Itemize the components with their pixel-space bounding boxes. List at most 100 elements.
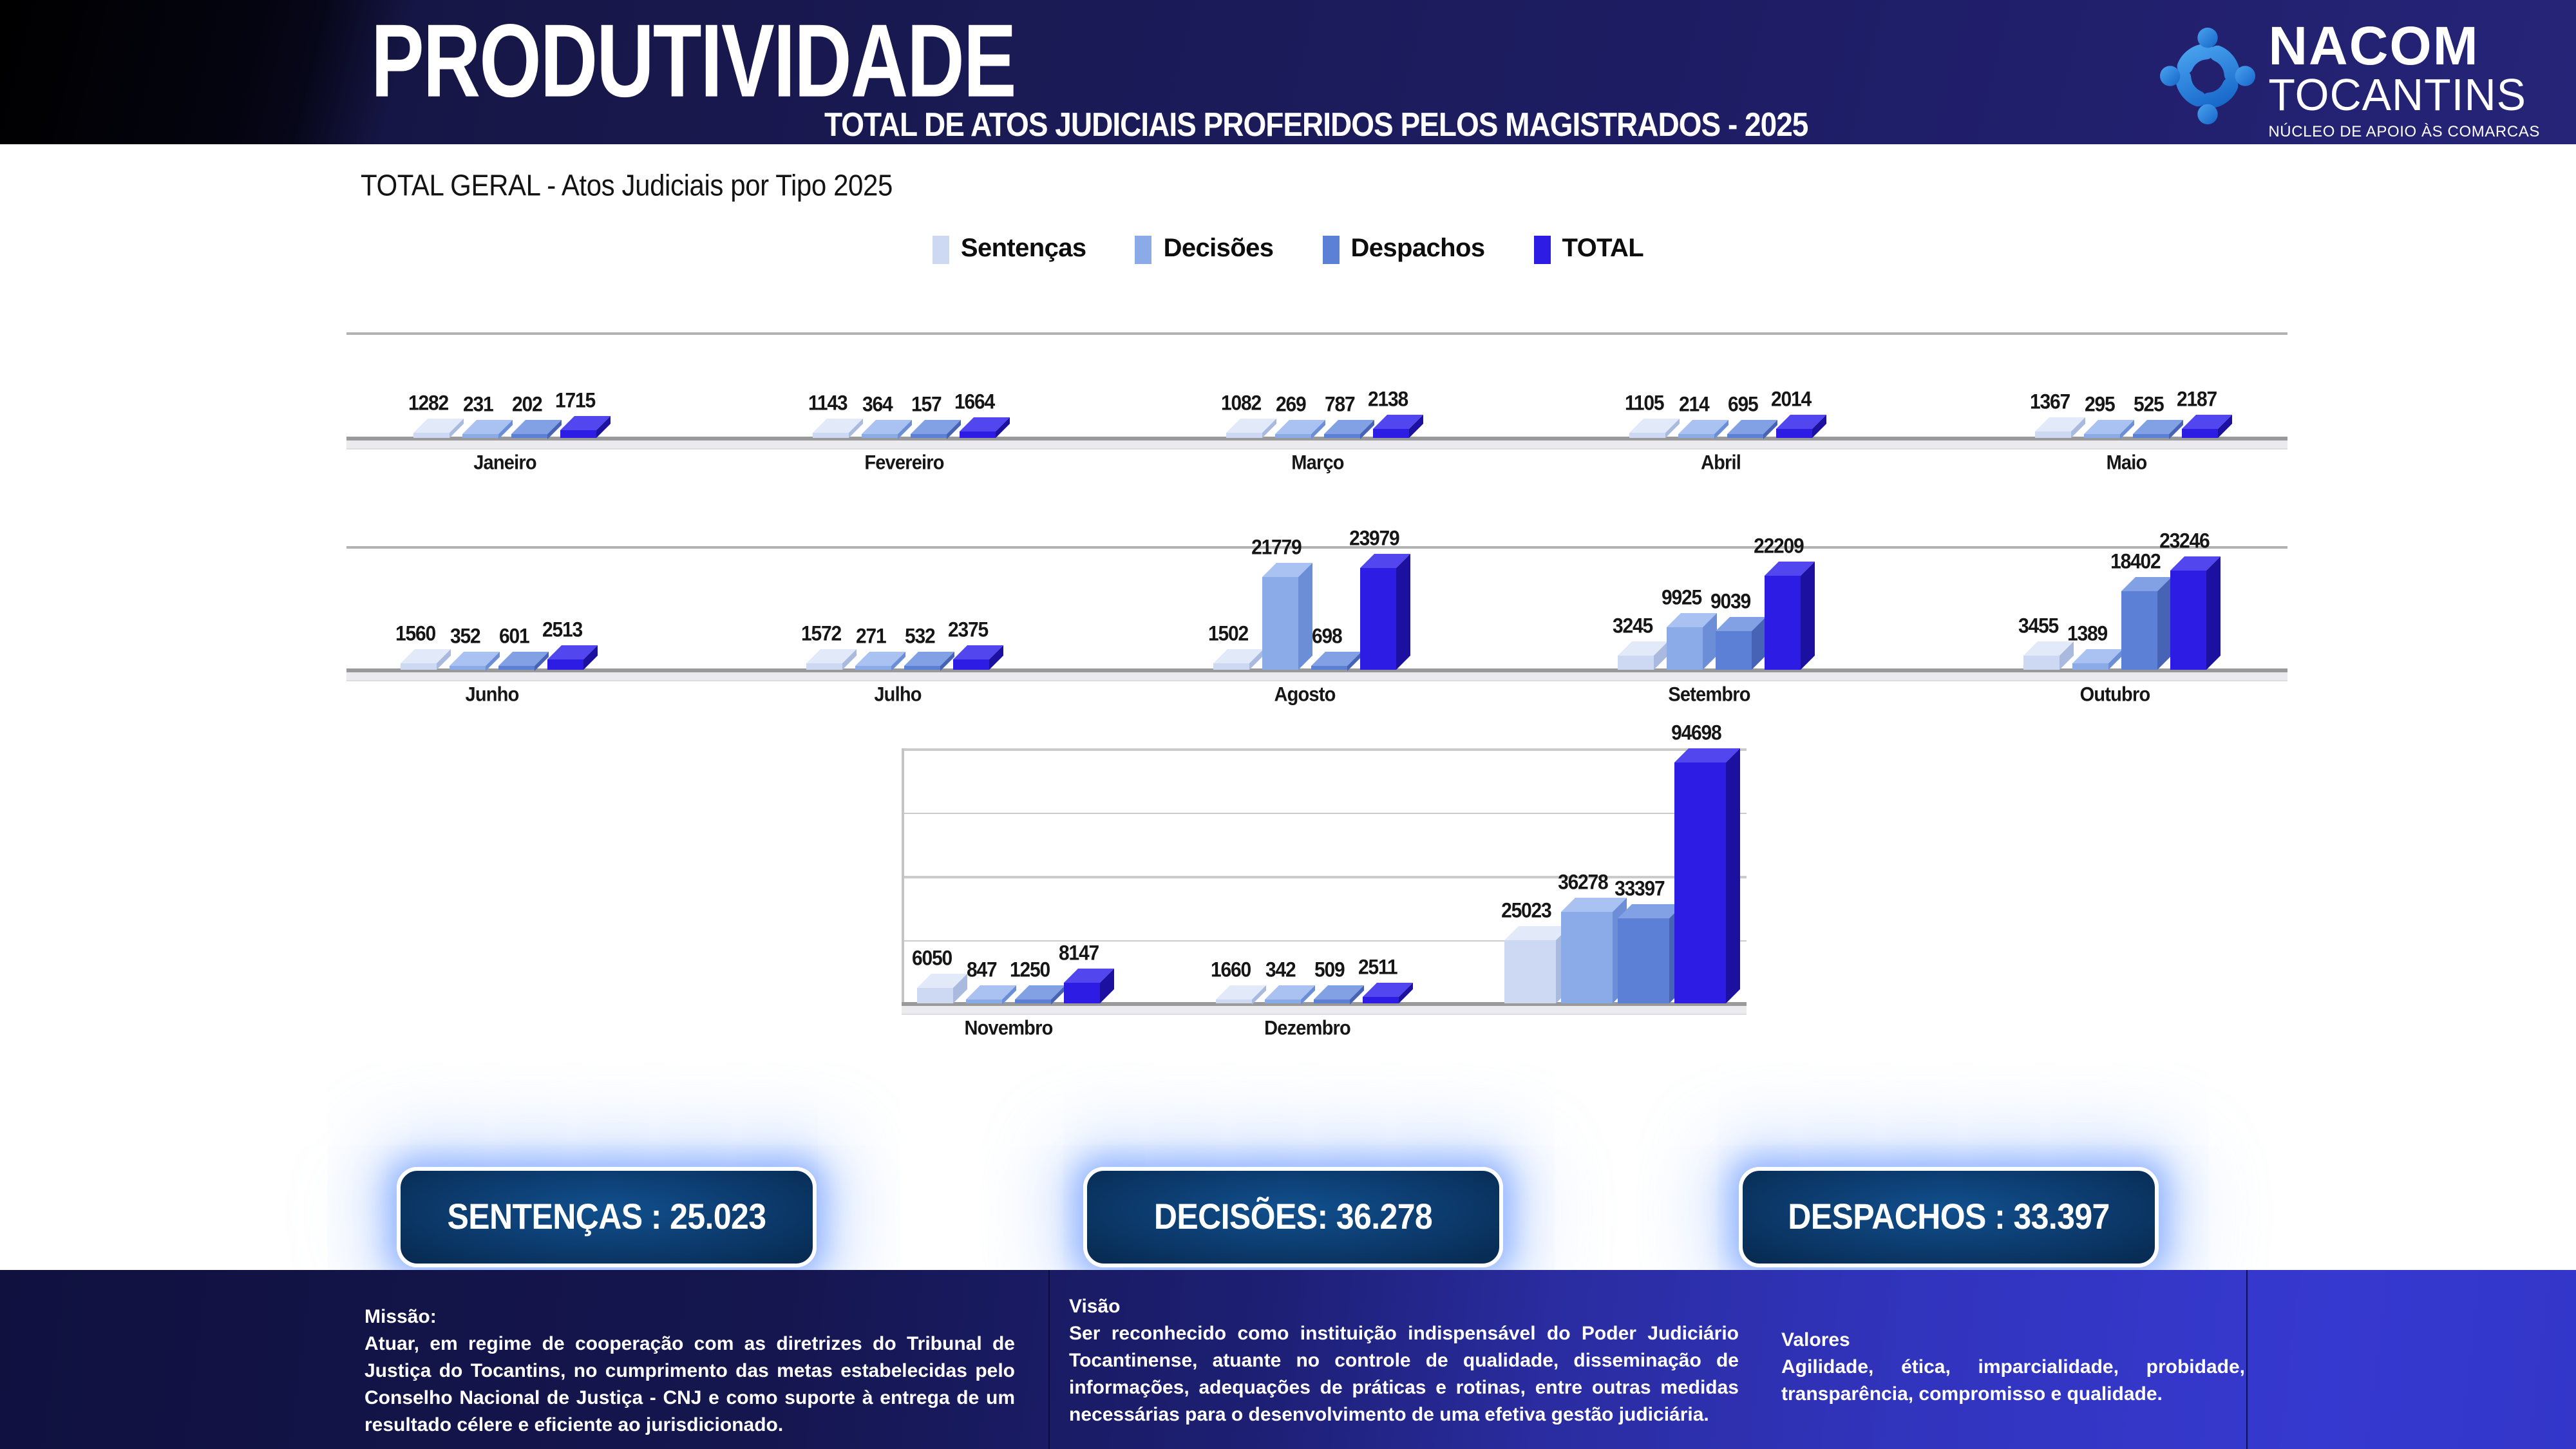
bar-value-label: 2138 (1368, 388, 1408, 412)
bar (2035, 431, 2071, 438)
bar-value-label: 3455 (2018, 614, 2059, 638)
stat-card-sentencas-text: SENTENÇAS : 25.023 (447, 1196, 767, 1237)
bar-value-label: 214 (1679, 392, 1710, 417)
bar-value-label: 18402 (2110, 551, 2161, 574)
bar-value-label: 25023 (1501, 899, 1552, 923)
bar (1216, 999, 1252, 1003)
bar-value-label: 2375 (948, 618, 989, 643)
stat-card-sentencas: SENTENÇAS : 25.023 (397, 1167, 817, 1267)
bar (1314, 999, 1350, 1003)
bar-value-label: 1502 (1208, 622, 1249, 647)
legend-swatch-total (1533, 235, 1551, 263)
bar (855, 665, 891, 670)
bar (1776, 429, 1812, 438)
legend-label: Sentenças (960, 234, 1086, 263)
bar (1618, 918, 1669, 1003)
bar-value-label: 1367 (2030, 391, 2070, 415)
category-label: Abril (1700, 452, 1741, 475)
bar (917, 988, 953, 1003)
bar (2121, 591, 2157, 670)
stat-card-decisoes-text: DECISÕES: 36.278 (1153, 1196, 1433, 1237)
bar-value-label: 9039 (1710, 590, 1751, 614)
bar-value-label: 601 (499, 624, 530, 649)
footer-mission-body: Atuar, em regime de cooperação com as di… (365, 1333, 1015, 1436)
bar-side-face (2157, 577, 2172, 670)
bar-value-label: 1664 (954, 390, 995, 414)
bar (1504, 940, 1556, 1003)
chart-floor (902, 1003, 1747, 1015)
bar-value-label: 271 (856, 624, 887, 649)
stat-card-despachos: DESPACHOS : 33.397 (1739, 1167, 2159, 1267)
bar-value-label: 94698 (1671, 722, 1722, 746)
chart-floor (346, 438, 2287, 450)
bar-value-label: 525 (2134, 392, 2164, 417)
category-label: Dezembro (1264, 1018, 1351, 1041)
bar (511, 433, 547, 438)
bar-value-label: 2513 (542, 618, 583, 642)
footer-values: Valores Agilidade, ética, imparcialidade… (1781, 1327, 2245, 1408)
category-label: Outubro (2079, 684, 2151, 707)
gridline (346, 332, 2287, 335)
legend-swatch-sentencas (932, 235, 949, 263)
bar-value-label: 787 (1325, 392, 1356, 417)
category-label: Maio (2106, 452, 2148, 475)
legend-swatch-decisoes (1135, 235, 1152, 263)
footer-divider (1048, 1270, 1050, 1449)
bar-value-label: 8147 (1059, 942, 1099, 966)
bar (953, 659, 989, 670)
bar-value-label: 698 (1312, 624, 1343, 649)
bar-value-label: 1282 (408, 392, 449, 415)
bar-value-label: 231 (463, 392, 494, 417)
x-axis (902, 1002, 1747, 1005)
bar-side-face (1298, 563, 1312, 670)
bar-value-label: 23979 (1349, 527, 1400, 551)
bar (1667, 627, 1703, 670)
bar-value-label: 1082 (1221, 392, 1262, 417)
bar (560, 430, 596, 438)
bar-side-face (1396, 553, 1410, 670)
bar (911, 433, 947, 438)
category-label: Junho (465, 684, 520, 707)
stat-card-decisoes: DECISÕES: 36.278 (1083, 1167, 1503, 1267)
bar (2170, 571, 2206, 670)
bar (1213, 663, 1249, 670)
legend-swatch-despachos (1322, 235, 1340, 263)
bar (1015, 999, 1051, 1003)
bar-value-label: 6050 (912, 947, 952, 971)
gridline (346, 546, 2287, 549)
people-circle-icon (2160, 27, 2256, 125)
bar (1618, 656, 1654, 670)
footer-vision-title: Visão (1069, 1296, 1121, 1318)
bar-value-label: 847 (967, 958, 998, 982)
footer-mission-title: Missão: (365, 1306, 437, 1328)
bar-value-label: 9925 (1662, 587, 1702, 611)
bar (413, 432, 450, 438)
bar-value-label: 532 (905, 624, 936, 649)
bar-value-label: 1105 (1625, 392, 1665, 417)
bar-value-label: 364 (862, 392, 893, 417)
bar (2072, 663, 2108, 670)
stat-card-despachos-text: DESPACHOS : 33.397 (1788, 1196, 2110, 1237)
bar-value-label: 2014 (1771, 388, 1812, 413)
legend-label: Despachos (1350, 234, 1485, 263)
category-label: Março (1291, 452, 1344, 475)
bar (1311, 665, 1347, 670)
legend-item-sentencas: Sentenças (932, 234, 1086, 264)
bar-side-face (1801, 561, 1815, 670)
bar-side-face (1726, 748, 1740, 1003)
bar (806, 663, 842, 670)
bar (1324, 433, 1360, 438)
header-subtitle: TOTAL DE ATOS JUDICIAIS PROFERIDOS PELOS… (824, 106, 1808, 144)
footer-vision-body: Ser reconhecido como instituição indispe… (1069, 1323, 1739, 1426)
legend-item-total: TOTAL (1533, 234, 1644, 264)
bar (966, 999, 1002, 1003)
bar (862, 433, 898, 438)
bar (1265, 999, 1301, 1003)
legend-label: Decisões (1163, 234, 1274, 263)
category-label: Novembro (964, 1018, 1053, 1041)
category-label: Setembro (1668, 684, 1750, 707)
footer-mission: Missão: Atuar, em regime de cooperação c… (365, 1303, 1015, 1439)
bar (1373, 428, 1409, 438)
